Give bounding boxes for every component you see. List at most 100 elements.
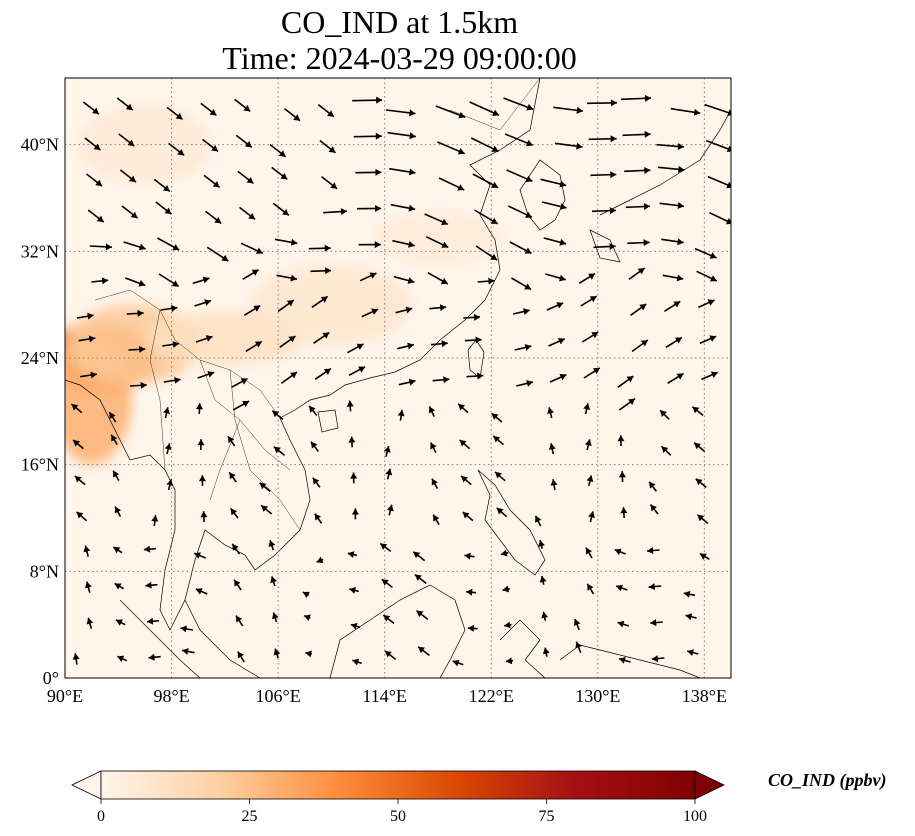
wind-arrow bbox=[534, 515, 542, 527]
wind-arrow bbox=[432, 514, 440, 526]
wind-arrow bbox=[153, 178, 171, 193]
wind-arrow bbox=[617, 620, 630, 628]
wind-arrow bbox=[115, 619, 126, 626]
wind-arrow bbox=[428, 406, 436, 418]
wind-arrow bbox=[192, 276, 210, 285]
wind-arrow bbox=[82, 101, 100, 115]
wind-arrow bbox=[268, 539, 276, 551]
wind-arrow bbox=[78, 335, 96, 343]
wind-arrow bbox=[84, 137, 102, 151]
wind-arrow bbox=[155, 201, 172, 215]
wind-arrow bbox=[114, 582, 125, 590]
wind-arrow bbox=[425, 235, 449, 249]
wind-arrow bbox=[452, 659, 464, 667]
wind-arrow bbox=[83, 545, 91, 557]
wind-arrow bbox=[705, 139, 731, 153]
wind-arrow bbox=[227, 435, 236, 447]
wind-arrow bbox=[663, 300, 681, 313]
gridlines bbox=[65, 78, 731, 678]
wind-arrow bbox=[496, 507, 508, 518]
wind-arrow bbox=[273, 446, 286, 456]
wind-arrow bbox=[75, 511, 88, 522]
wind-arrow bbox=[540, 178, 567, 188]
wind-arrow bbox=[352, 96, 383, 104]
coastline-china bbox=[279, 78, 541, 419]
wind-arrow bbox=[691, 406, 704, 416]
wind-arrow bbox=[237, 170, 254, 185]
wind-arrow bbox=[585, 547, 593, 559]
wind-arrow bbox=[277, 299, 295, 312]
wind-arrow bbox=[670, 107, 701, 116]
wind-arrow bbox=[108, 411, 117, 423]
wind-arrow bbox=[662, 274, 684, 282]
wind-arrow bbox=[431, 478, 439, 490]
wind-arrow bbox=[514, 344, 532, 351]
wind-arrow bbox=[205, 210, 222, 225]
wind-arrow bbox=[180, 625, 194, 633]
wind-arrow bbox=[200, 511, 208, 523]
wind-arrow bbox=[573, 618, 581, 631]
lat-tick-label: 8°N bbox=[30, 561, 59, 581]
wind-arrow bbox=[685, 613, 697, 621]
wind-arrow bbox=[464, 336, 482, 344]
wind-arrow bbox=[316, 556, 324, 564]
colorbar: 0 25 50 75 100 bbox=[71, 770, 725, 825]
wind-arrow bbox=[166, 106, 184, 121]
wind-arrow bbox=[308, 244, 331, 252]
wind-arrow bbox=[687, 649, 699, 656]
wind-arrow bbox=[243, 304, 261, 317]
wind-arrow bbox=[313, 331, 330, 344]
wind-arrow bbox=[200, 102, 217, 117]
wind-arrow bbox=[474, 209, 499, 225]
country-borders bbox=[94, 78, 541, 531]
wind-arrow bbox=[466, 588, 477, 596]
lon-tick-label: 106°E bbox=[256, 686, 301, 706]
wind-arrow bbox=[586, 583, 595, 595]
wind-arrow bbox=[348, 366, 366, 377]
wind-arrow bbox=[618, 398, 636, 411]
wind-arrow bbox=[542, 647, 550, 657]
wind-arrow bbox=[233, 579, 242, 591]
colorbar-ticks: 0 25 50 75 100 bbox=[97, 799, 707, 825]
wind-arrow bbox=[701, 371, 719, 381]
wind-arrow bbox=[385, 109, 416, 117]
coastline-korea bbox=[519, 159, 566, 231]
chart-subtitle-time: Time: 2024-03-29 09:00:00 bbox=[222, 40, 577, 76]
wind-arrow bbox=[158, 273, 180, 288]
wind-arrow bbox=[464, 552, 475, 560]
wind-arrow bbox=[586, 475, 594, 487]
wind-arrow bbox=[85, 581, 92, 593]
wind-arrow bbox=[157, 237, 180, 251]
wind-arrow bbox=[312, 477, 321, 488]
wind-arrow bbox=[182, 648, 195, 655]
wind-arrow bbox=[509, 241, 532, 255]
wind-arrow bbox=[239, 206, 256, 221]
lat-tick-label: 16°N bbox=[21, 455, 59, 475]
wind-arrow bbox=[593, 243, 616, 251]
wind-arrow bbox=[459, 439, 471, 450]
wind-arrow bbox=[303, 614, 311, 622]
wind-arrow bbox=[228, 471, 237, 483]
wind-arrow bbox=[504, 133, 534, 147]
wind-arrow bbox=[548, 443, 556, 455]
wind-arrow bbox=[694, 247, 717, 259]
wind-arrow bbox=[430, 340, 448, 348]
wind-arrow bbox=[545, 273, 566, 282]
wind-arrow bbox=[163, 407, 170, 419]
wind-arrow bbox=[195, 335, 213, 343]
wind-arrow bbox=[502, 585, 511, 593]
wind-arrow bbox=[260, 504, 273, 515]
coastline-japan bbox=[589, 109, 731, 263]
wind-arrow bbox=[437, 141, 466, 155]
wind-arrow bbox=[416, 610, 429, 620]
lon-tick-label: 98°E bbox=[153, 686, 189, 706]
wind-arrow bbox=[198, 475, 206, 487]
lat-tick-label: 24°N bbox=[21, 348, 59, 368]
wind-arrow bbox=[462, 511, 474, 522]
wind-arrow bbox=[270, 576, 277, 587]
wind-arrow bbox=[386, 504, 394, 516]
co-concentration-field bbox=[65, 104, 505, 465]
colorbar-tick-label: 0 bbox=[97, 808, 105, 825]
wind-arrow bbox=[620, 507, 628, 519]
